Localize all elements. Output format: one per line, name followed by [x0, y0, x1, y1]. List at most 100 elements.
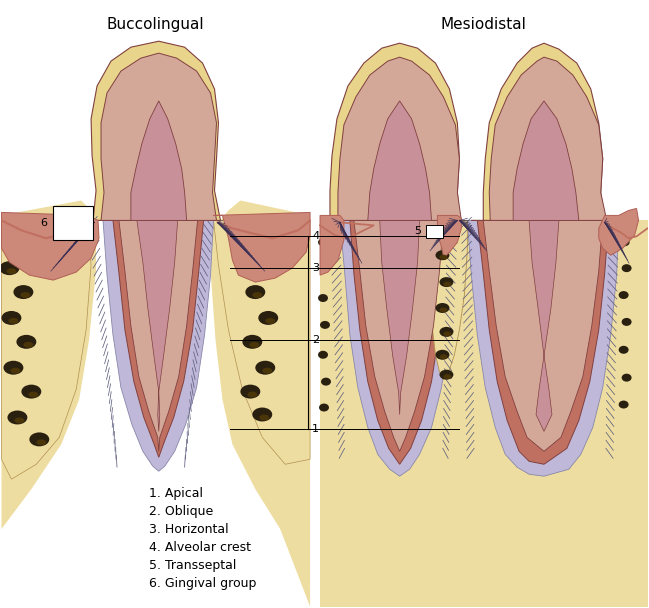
Ellipse shape	[262, 368, 272, 374]
Polygon shape	[1, 201, 96, 607]
Text: 1. Apical: 1. Apical	[149, 487, 202, 500]
Bar	[426, 226, 443, 238]
Polygon shape	[104, 220, 197, 451]
Polygon shape	[477, 220, 603, 451]
Polygon shape	[98, 220, 204, 457]
Polygon shape	[437, 215, 461, 258]
Ellipse shape	[249, 235, 268, 249]
Ellipse shape	[8, 318, 18, 324]
Ellipse shape	[622, 264, 631, 272]
Ellipse shape	[321, 378, 331, 385]
Polygon shape	[210, 201, 310, 607]
Ellipse shape	[23, 342, 33, 348]
Text: 5: 5	[415, 226, 422, 237]
Ellipse shape	[439, 370, 454, 379]
Polygon shape	[599, 209, 639, 255]
Ellipse shape	[443, 331, 452, 336]
Polygon shape	[320, 220, 648, 607]
Ellipse shape	[622, 374, 631, 382]
Ellipse shape	[318, 351, 328, 359]
Text: Mesiodistal: Mesiodistal	[440, 17, 526, 32]
Polygon shape	[484, 43, 605, 220]
Text: 3. Horizontal: 3. Horizontal	[149, 523, 228, 536]
Ellipse shape	[0, 261, 19, 275]
Ellipse shape	[240, 385, 260, 399]
Polygon shape	[320, 1, 648, 607]
Polygon shape	[1, 212, 99, 280]
Ellipse shape	[16, 335, 36, 349]
Ellipse shape	[242, 335, 262, 349]
Polygon shape	[214, 220, 310, 465]
Polygon shape	[134, 220, 178, 432]
Polygon shape	[370, 220, 419, 415]
Polygon shape	[489, 57, 607, 220]
Ellipse shape	[443, 374, 452, 379]
Ellipse shape	[16, 242, 27, 248]
Ellipse shape	[439, 277, 454, 287]
Ellipse shape	[622, 318, 631, 326]
Ellipse shape	[435, 350, 449, 360]
Ellipse shape	[252, 407, 272, 421]
Ellipse shape	[255, 361, 275, 375]
Polygon shape	[101, 53, 217, 220]
Ellipse shape	[618, 291, 629, 299]
Text: 4. Alveolar crest: 4. Alveolar crest	[149, 541, 251, 554]
Text: Buccolingual: Buccolingual	[107, 17, 204, 32]
Text: 6. Gingival group: 6. Gingival group	[149, 577, 256, 590]
Ellipse shape	[443, 282, 452, 286]
Ellipse shape	[255, 242, 265, 248]
Polygon shape	[503, 220, 559, 432]
Polygon shape	[471, 220, 609, 465]
Ellipse shape	[20, 292, 31, 298]
Polygon shape	[368, 101, 432, 220]
Text: 2: 2	[312, 335, 319, 345]
Polygon shape	[338, 57, 461, 220]
Ellipse shape	[10, 368, 20, 374]
Ellipse shape	[14, 418, 25, 423]
Ellipse shape	[265, 318, 275, 324]
Bar	[53, 207, 93, 240]
Ellipse shape	[318, 238, 328, 246]
Ellipse shape	[36, 440, 46, 445]
Ellipse shape	[6, 268, 16, 274]
Ellipse shape	[10, 235, 29, 249]
Ellipse shape	[3, 361, 23, 375]
Ellipse shape	[247, 392, 257, 398]
Polygon shape	[330, 220, 458, 476]
Polygon shape	[330, 43, 459, 220]
Polygon shape	[91, 41, 221, 220]
Ellipse shape	[618, 346, 629, 354]
Polygon shape	[320, 215, 344, 275]
Ellipse shape	[318, 294, 328, 302]
Ellipse shape	[320, 264, 330, 272]
Polygon shape	[340, 220, 449, 465]
Ellipse shape	[319, 404, 329, 412]
Text: 1: 1	[312, 424, 319, 435]
Ellipse shape	[258, 311, 278, 325]
Ellipse shape	[245, 285, 265, 299]
Ellipse shape	[435, 250, 449, 260]
Text: 6: 6	[40, 218, 47, 229]
Ellipse shape	[620, 238, 630, 246]
Polygon shape	[131, 101, 187, 220]
Ellipse shape	[249, 342, 260, 348]
Ellipse shape	[14, 285, 33, 299]
Ellipse shape	[1, 311, 21, 325]
Ellipse shape	[439, 327, 454, 337]
Ellipse shape	[269, 268, 279, 274]
Ellipse shape	[252, 292, 262, 298]
Ellipse shape	[435, 303, 449, 313]
Text: 4: 4	[312, 231, 319, 241]
Ellipse shape	[260, 415, 269, 421]
Ellipse shape	[29, 392, 38, 398]
Polygon shape	[346, 220, 443, 451]
Ellipse shape	[21, 385, 42, 399]
Text: 3: 3	[312, 263, 319, 273]
Ellipse shape	[439, 308, 447, 313]
Polygon shape	[214, 212, 310, 282]
Polygon shape	[428, 220, 467, 379]
Polygon shape	[88, 220, 214, 471]
Ellipse shape	[439, 354, 447, 359]
Polygon shape	[461, 220, 618, 476]
Ellipse shape	[262, 261, 282, 275]
